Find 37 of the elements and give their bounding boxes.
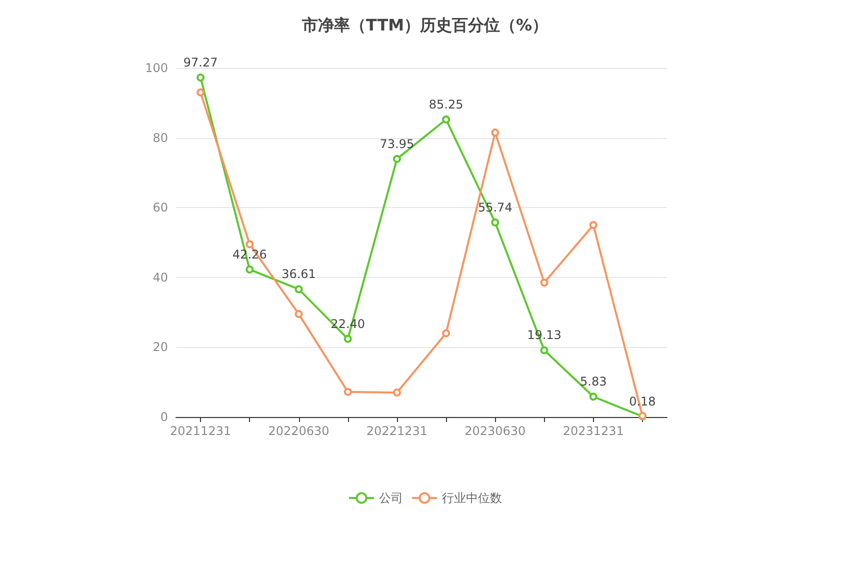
x-tick-label: 20230630	[464, 424, 526, 438]
point	[589, 392, 598, 401]
y-tick-label: 80	[152, 130, 168, 145]
y-tick-label: 0	[160, 410, 168, 424]
point	[246, 240, 254, 248]
point	[246, 266, 254, 274]
legend-label: 行业中位数	[442, 491, 502, 505]
x-tick-label: 20221231	[366, 424, 428, 438]
data-label: 85.25	[428, 97, 464, 112]
point	[344, 334, 352, 343]
point	[491, 218, 500, 226]
point	[589, 221, 598, 230]
data-label: 5.83	[580, 374, 607, 389]
legend-label: 公司	[379, 491, 403, 505]
x-tick-label: 20211231	[170, 424, 232, 438]
point	[196, 74, 205, 82]
y-tick-label: 20	[152, 340, 168, 354]
y-tick-label: 40	[152, 270, 168, 284]
x-tick-label: 20220630	[268, 424, 330, 438]
data-label: 36.61	[282, 267, 316, 282]
point	[392, 154, 401, 163]
point	[540, 346, 548, 354]
point	[392, 388, 401, 397]
point	[491, 128, 500, 137]
chart-title: 市净率（TTM）历史百分位（%）	[300, 16, 548, 34]
x-tick-label: 20231231	[562, 424, 624, 438]
y-tick-label: 60	[152, 200, 168, 215]
point	[344, 388, 352, 396]
point	[294, 310, 303, 318]
data-label: 97.27	[183, 56, 218, 70]
point	[540, 278, 548, 287]
point	[196, 88, 205, 96]
data-label: 73.95	[380, 136, 414, 151]
point	[442, 115, 450, 124]
point	[294, 285, 303, 294]
y-tick-label: 100	[145, 61, 168, 75]
point	[442, 329, 450, 338]
